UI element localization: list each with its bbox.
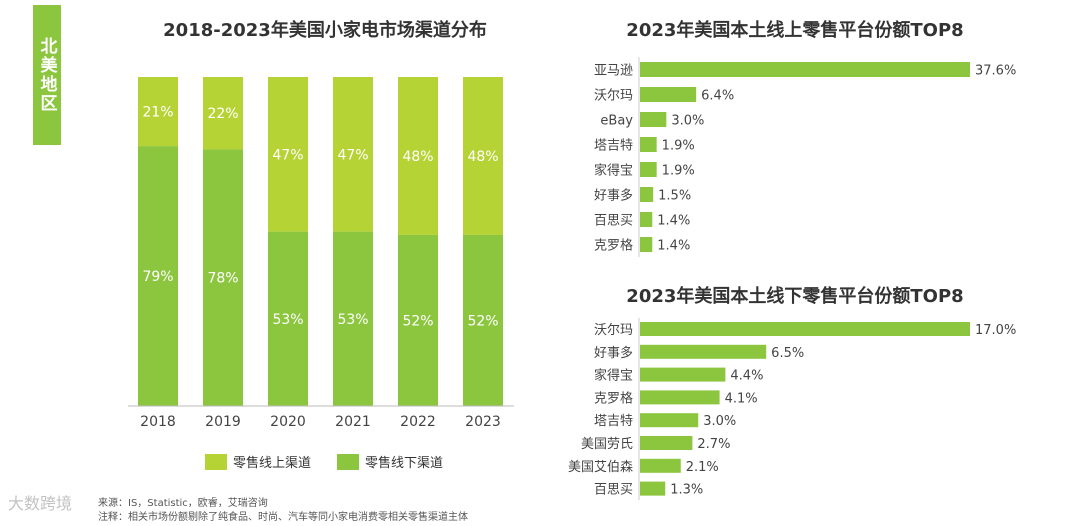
- offline-bar-5: [640, 436, 693, 450]
- offline-category-3: 克罗格: [594, 390, 633, 406]
- online-value-7: 1.4%: [657, 239, 690, 254]
- online-category-4: 家得宝: [594, 163, 633, 179]
- offline-category-2: 家得宝: [594, 368, 633, 384]
- x-tick-2021: 2021: [335, 414, 371, 430]
- x-tick-2023: 2023: [465, 414, 501, 430]
- online-category-3: 塔吉特: [594, 139, 633, 154]
- legend-swatch-offline: [337, 453, 360, 470]
- offline-bar-7: [640, 481, 666, 496]
- offline-category-0: 沃尔玛: [594, 323, 633, 338]
- label-online-2020: 47%: [272, 147, 303, 163]
- offline-value-3: 4.1%: [725, 391, 758, 406]
- online-value-5: 1.5%: [658, 189, 691, 204]
- label-offline-2019: 78%: [207, 271, 238, 287]
- stacked-chart-title: 2018-2023年美国小家电市场渠道分布: [163, 20, 487, 41]
- online-category-0: 亚马逊: [594, 64, 633, 79]
- x-tick-2022: 2022: [400, 414, 436, 430]
- offline-bar-4: [640, 413, 699, 428]
- offline-chart-title: 2023年美国本土线下零售平台份额TOP8: [626, 286, 964, 307]
- label-online-2019: 22%: [207, 106, 238, 122]
- offline-category-4: 塔吉特: [594, 414, 633, 429]
- label-offline-2018: 79%: [142, 269, 173, 285]
- bar-offline-2022: [398, 234, 438, 406]
- legend: 零售线上渠道 零售线下渠道: [205, 452, 443, 471]
- source-note: 来源：IS，Statistic，欧睿，艾瑞咨询 注释：相关市场份额剔除了纯食品、…: [98, 497, 468, 525]
- bar-online-2022: [398, 77, 438, 235]
- offline-value-4: 3.0%: [703, 414, 736, 429]
- offline-category-6: 美国艾伯森: [568, 460, 633, 475]
- label-offline-2021: 53%: [337, 312, 368, 328]
- bar-online-2019: [203, 77, 243, 150]
- offline-bar-0: [640, 322, 970, 336]
- bar-offline-2018: [138, 146, 178, 406]
- online-value-4: 1.9%: [662, 164, 695, 179]
- note-line: 注释：相关市场份额剔除了纯食品、时尚、汽车等同小家电消费零相关零售渠道主体: [98, 512, 468, 523]
- online-value-0: 37.6%: [975, 64, 1016, 79]
- online-category-7: 克罗格: [594, 238, 633, 254]
- label-offline-2020: 53%: [272, 312, 303, 328]
- source-line: 来源：IS，Statistic，欧睿，艾瑞咨询: [98, 498, 268, 509]
- online-value-1: 6.4%: [701, 89, 734, 104]
- bar-offline-2020: [268, 231, 308, 406]
- offline-bar-1: [640, 344, 767, 359]
- bar-online-2021: [333, 77, 373, 232]
- offline-value-1: 6.5%: [771, 346, 804, 361]
- online-bar-2: [640, 112, 667, 127]
- online-category-1: 沃尔玛: [594, 89, 633, 104]
- online-value-2: 3.0%: [671, 114, 704, 129]
- offline-category-5: 美国劳氏: [581, 436, 633, 452]
- offline-bar-6: [640, 458, 681, 473]
- label-online-2022: 48%: [402, 149, 433, 165]
- offline-value-7: 1.3%: [670, 483, 703, 498]
- label-online-2018: 21%: [142, 105, 173, 121]
- online-bar-1: [640, 87, 697, 102]
- online-category-2: eBay: [600, 114, 633, 129]
- x-tick-2018: 2018: [140, 414, 176, 430]
- offline-value-6: 2.1%: [686, 460, 719, 475]
- bar-online-2023: [463, 77, 503, 235]
- legend-swatch-online: [205, 453, 227, 470]
- legend-item-offline: 零售线下渠道: [337, 452, 443, 471]
- label-offline-2022: 52%: [402, 313, 433, 329]
- bar-offline-2021: [333, 231, 373, 406]
- online-bar-4: [640, 162, 657, 177]
- legend-label-offline: 零售线下渠道: [365, 456, 444, 471]
- offline-value-2: 4.4%: [730, 369, 763, 384]
- online-bar-3: [640, 137, 657, 152]
- bar-offline-2019: [203, 149, 243, 406]
- label-offline-2023: 52%: [467, 313, 498, 329]
- online-bar-0: [640, 62, 970, 77]
- online-bar-6: [640, 212, 653, 227]
- offline-bar-2: [640, 367, 726, 382]
- online-bar-7: [640, 237, 653, 252]
- x-tick-2019: 2019: [205, 414, 241, 430]
- online-value-6: 1.4%: [657, 214, 690, 229]
- online-bar-5: [640, 187, 654, 202]
- offline-value-5: 2.7%: [697, 437, 730, 452]
- bar-offline-2023: [463, 234, 503, 406]
- legend-label-online: 零售线上渠道: [233, 456, 312, 471]
- watermark: 大数跨境: [8, 494, 73, 513]
- x-tick-2020: 2020: [270, 414, 306, 430]
- online-category-6: 百思买: [594, 214, 633, 229]
- offline-category-1: 好事多: [594, 345, 633, 361]
- offline-value-0: 17.0%: [975, 323, 1016, 338]
- online-category-5: 好事多: [594, 188, 633, 204]
- bar-online-2020: [268, 77, 308, 232]
- offline-category-7: 百思买: [594, 483, 633, 498]
- online-chart-title: 2023年美国本土线上零售平台份额TOP8: [626, 20, 964, 41]
- region-tag: 北美地区: [33, 5, 61, 145]
- online-value-3: 1.9%: [662, 139, 695, 154]
- bar-online-2018: [138, 77, 178, 147]
- label-online-2021: 47%: [337, 147, 368, 163]
- offline-bar-3: [640, 390, 720, 405]
- label-online-2023: 48%: [467, 149, 498, 165]
- legend-item-online: 零售线上渠道: [205, 452, 311, 471]
